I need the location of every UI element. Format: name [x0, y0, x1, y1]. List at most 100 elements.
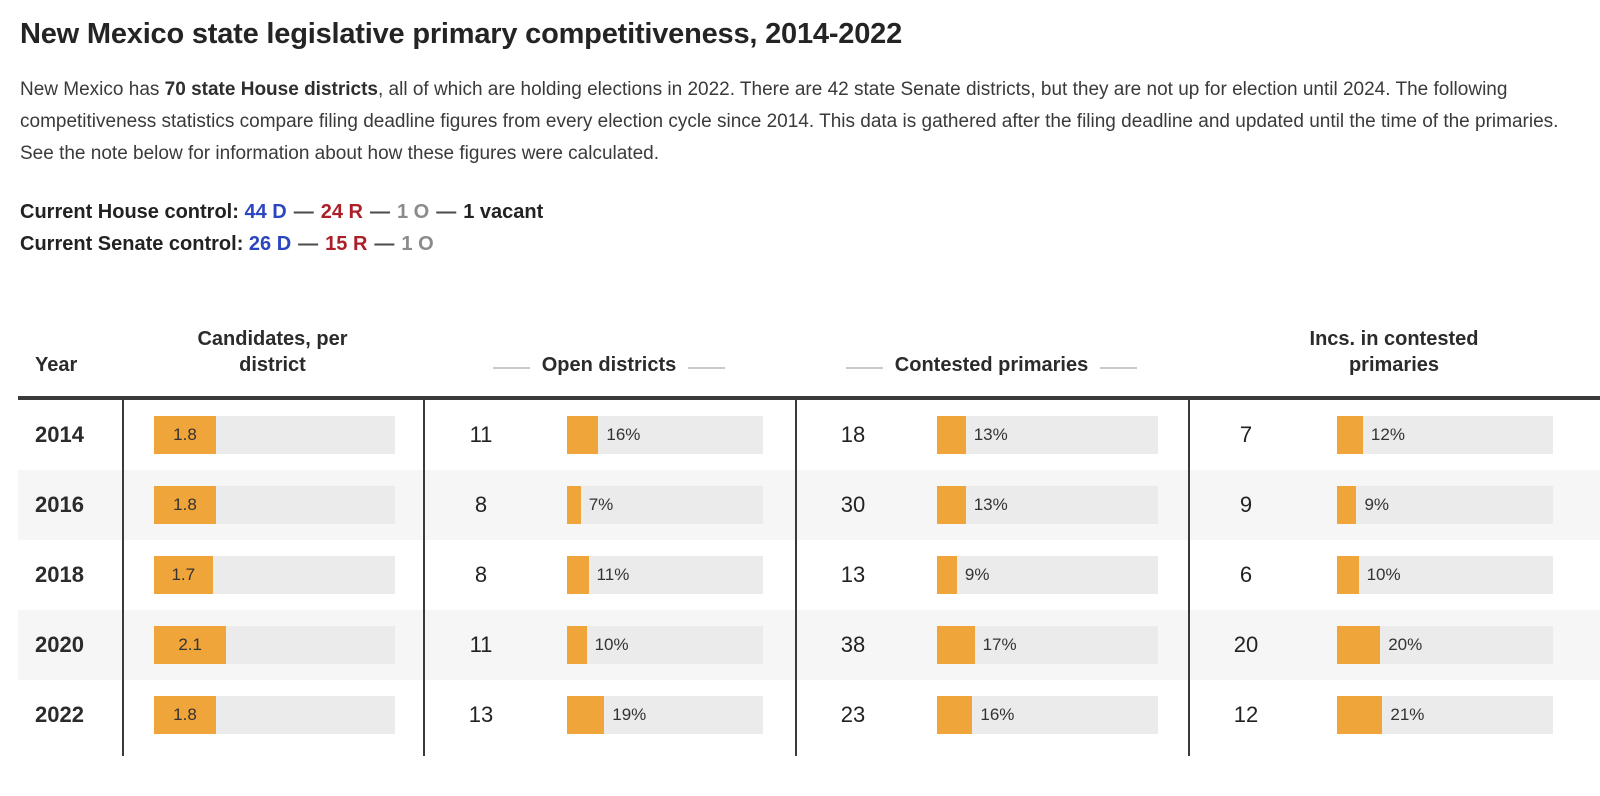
- senate-control-line: Current Senate control: 26 D — 15 R — 1 O: [20, 228, 1578, 260]
- open-districts-count: 8: [474, 562, 488, 587]
- header-dash-right: [1100, 367, 1138, 369]
- open-districts-count: 11: [469, 632, 493, 657]
- intro-paragraph: New Mexico has 70 state House districts,…: [20, 74, 1578, 170]
- open-districts-cell: 11 16%: [423, 400, 795, 470]
- open-districts-bar: [567, 626, 587, 664]
- house-rep-count: 24 R: [320, 201, 363, 223]
- dash-separator: —: [369, 201, 390, 223]
- dash-separator: —: [436, 201, 457, 223]
- open-districts-pct-label: 7%: [588, 495, 614, 514]
- contested-bar: [937, 416, 966, 454]
- candidates-bar: 1.8: [154, 696, 216, 734]
- candidates-bar-track: 1.8: [154, 486, 395, 524]
- incs-pct-label: 9%: [1364, 495, 1390, 514]
- contested-bar: [937, 696, 973, 734]
- house-dem-count: 44 D: [244, 201, 287, 223]
- incs-cell: 6 10%: [1188, 540, 1600, 610]
- candidates-cell: 1.7: [122, 540, 423, 610]
- column-header-year: Year: [35, 354, 78, 376]
- open-districts-bar: [567, 486, 581, 524]
- contested-bar: [937, 556, 957, 594]
- candidates-bar: 1.7: [154, 556, 213, 594]
- contested-primaries-cell: 18 13%: [795, 400, 1188, 470]
- open-districts-pct-label: 16%: [606, 425, 641, 444]
- header-dash-left: [492, 367, 530, 369]
- table-row-2014: 2014 1.8 11 16% 18 13% 7 12%: [18, 400, 1600, 470]
- incs-bar-track: 12%: [1337, 416, 1553, 454]
- candidates-value-label: 1.8: [173, 495, 197, 514]
- contested-count: 38: [840, 632, 866, 657]
- house-control-label: Current House control:: [20, 201, 239, 223]
- dash-separator: —: [374, 233, 395, 255]
- senate-control-label: Current Senate control:: [20, 233, 244, 255]
- contested-pct-label: 9%: [964, 565, 990, 584]
- open-districts-bar: [567, 696, 605, 734]
- open-districts-pct-label: 19%: [612, 705, 647, 724]
- candidates-cell: 1.8: [122, 470, 423, 540]
- contested-bar: [937, 486, 966, 524]
- column-header-incs-label: Incs. in contested primaries: [1309, 328, 1479, 376]
- contested-primaries-cell: 30 13%: [795, 470, 1188, 540]
- incs-pct-label: 10%: [1366, 565, 1401, 584]
- table-row-2020: 2020 2.1 11 10% 38 17% 20 20%: [18, 610, 1600, 680]
- candidates-bar-track: 1.8: [154, 696, 395, 734]
- contested-bar-track: 16%: [937, 696, 1158, 734]
- dash-separator: —: [298, 233, 319, 255]
- open-districts-cell: 8 11%: [423, 540, 795, 610]
- table-row-2022: 2022 1.8 13 19% 23 16% 12 21%: [18, 680, 1600, 750]
- table-row-2016: 2016 1.8 8 7% 30 13% 9 9%: [18, 470, 1600, 540]
- incs-pct-label: 21%: [1390, 705, 1425, 724]
- intro-text-before: New Mexico has: [20, 79, 165, 100]
- incs-cell: 12 21%: [1188, 680, 1600, 750]
- senate-other-count: 1 O: [401, 233, 434, 255]
- incs-bar: [1337, 416, 1363, 454]
- control-summary: Current House control: 44 D —24 R —1 O —1 v…: [20, 196, 1578, 260]
- candidates-cell: 1.8: [122, 400, 423, 470]
- open-districts-bar-track: 11%: [567, 556, 763, 594]
- candidates-value-label: 1.8: [173, 425, 197, 444]
- contested-bar-track: 9%: [937, 556, 1158, 594]
- incs-bar-track: 20%: [1337, 626, 1553, 664]
- contested-primaries-cell: 13 9%: [795, 540, 1188, 610]
- incs-bar: [1337, 626, 1381, 664]
- candidates-bar: 1.8: [154, 486, 216, 524]
- dash-separator: —: [293, 201, 314, 223]
- open-districts-count: 13: [468, 702, 494, 727]
- open-districts-count: 8: [474, 492, 488, 517]
- column-header-incs: Incs. in contested primaries: [1188, 326, 1600, 378]
- incs-bar-track: 9%: [1337, 486, 1553, 524]
- open-districts-cell: 11 10%: [423, 610, 795, 680]
- open-districts-pct-label: 10%: [594, 635, 629, 654]
- contested-pct-label: 16%: [980, 705, 1015, 724]
- senate-rep-count: 15 R: [325, 233, 368, 255]
- column-header-open-label: Open districts: [541, 354, 677, 376]
- open-districts-bar-track: 10%: [567, 626, 763, 664]
- house-other-count: 1 O: [396, 201, 430, 223]
- incs-count: 12: [1233, 702, 1259, 727]
- contested-pct-label: 17%: [982, 635, 1017, 654]
- competitiveness-table: Year Candidates, per district Open distr…: [18, 304, 1600, 756]
- column-header-candidates: Candidates, per district: [122, 326, 423, 378]
- contested-bar: [937, 626, 975, 664]
- incs-cell: 20 20%: [1188, 610, 1600, 680]
- incs-pct-label: 20%: [1388, 635, 1423, 654]
- table-body: 2014 1.8 11 16% 18 13% 7 12% 2016 1.8: [18, 396, 1600, 756]
- candidates-cell: 2.1: [122, 610, 423, 680]
- open-districts-cell: 8 7%: [423, 470, 795, 540]
- year-cell: 2022: [35, 702, 84, 727]
- open-districts-cell: 13 19%: [423, 680, 795, 750]
- contested-primaries-cell: 23 16%: [795, 680, 1188, 750]
- candidates-bar-track: 1.7: [154, 556, 395, 594]
- column-header-contested: Contested primaries: [795, 352, 1188, 378]
- year-cell: 2020: [35, 632, 84, 657]
- page-title: New Mexico state legislative primary com…: [20, 18, 903, 50]
- candidates-bar-track: 1.8: [154, 416, 395, 454]
- candidates-value-label: 1.7: [171, 565, 196, 584]
- contested-count: 13: [840, 562, 866, 587]
- contested-bar-track: 13%: [937, 416, 1158, 454]
- incs-bar-track: 10%: [1337, 556, 1553, 594]
- incs-bar: [1337, 696, 1383, 734]
- candidates-value-label: 2.1: [178, 635, 202, 654]
- open-districts-bar: [567, 556, 589, 594]
- candidates-value-label: 1.8: [173, 705, 197, 724]
